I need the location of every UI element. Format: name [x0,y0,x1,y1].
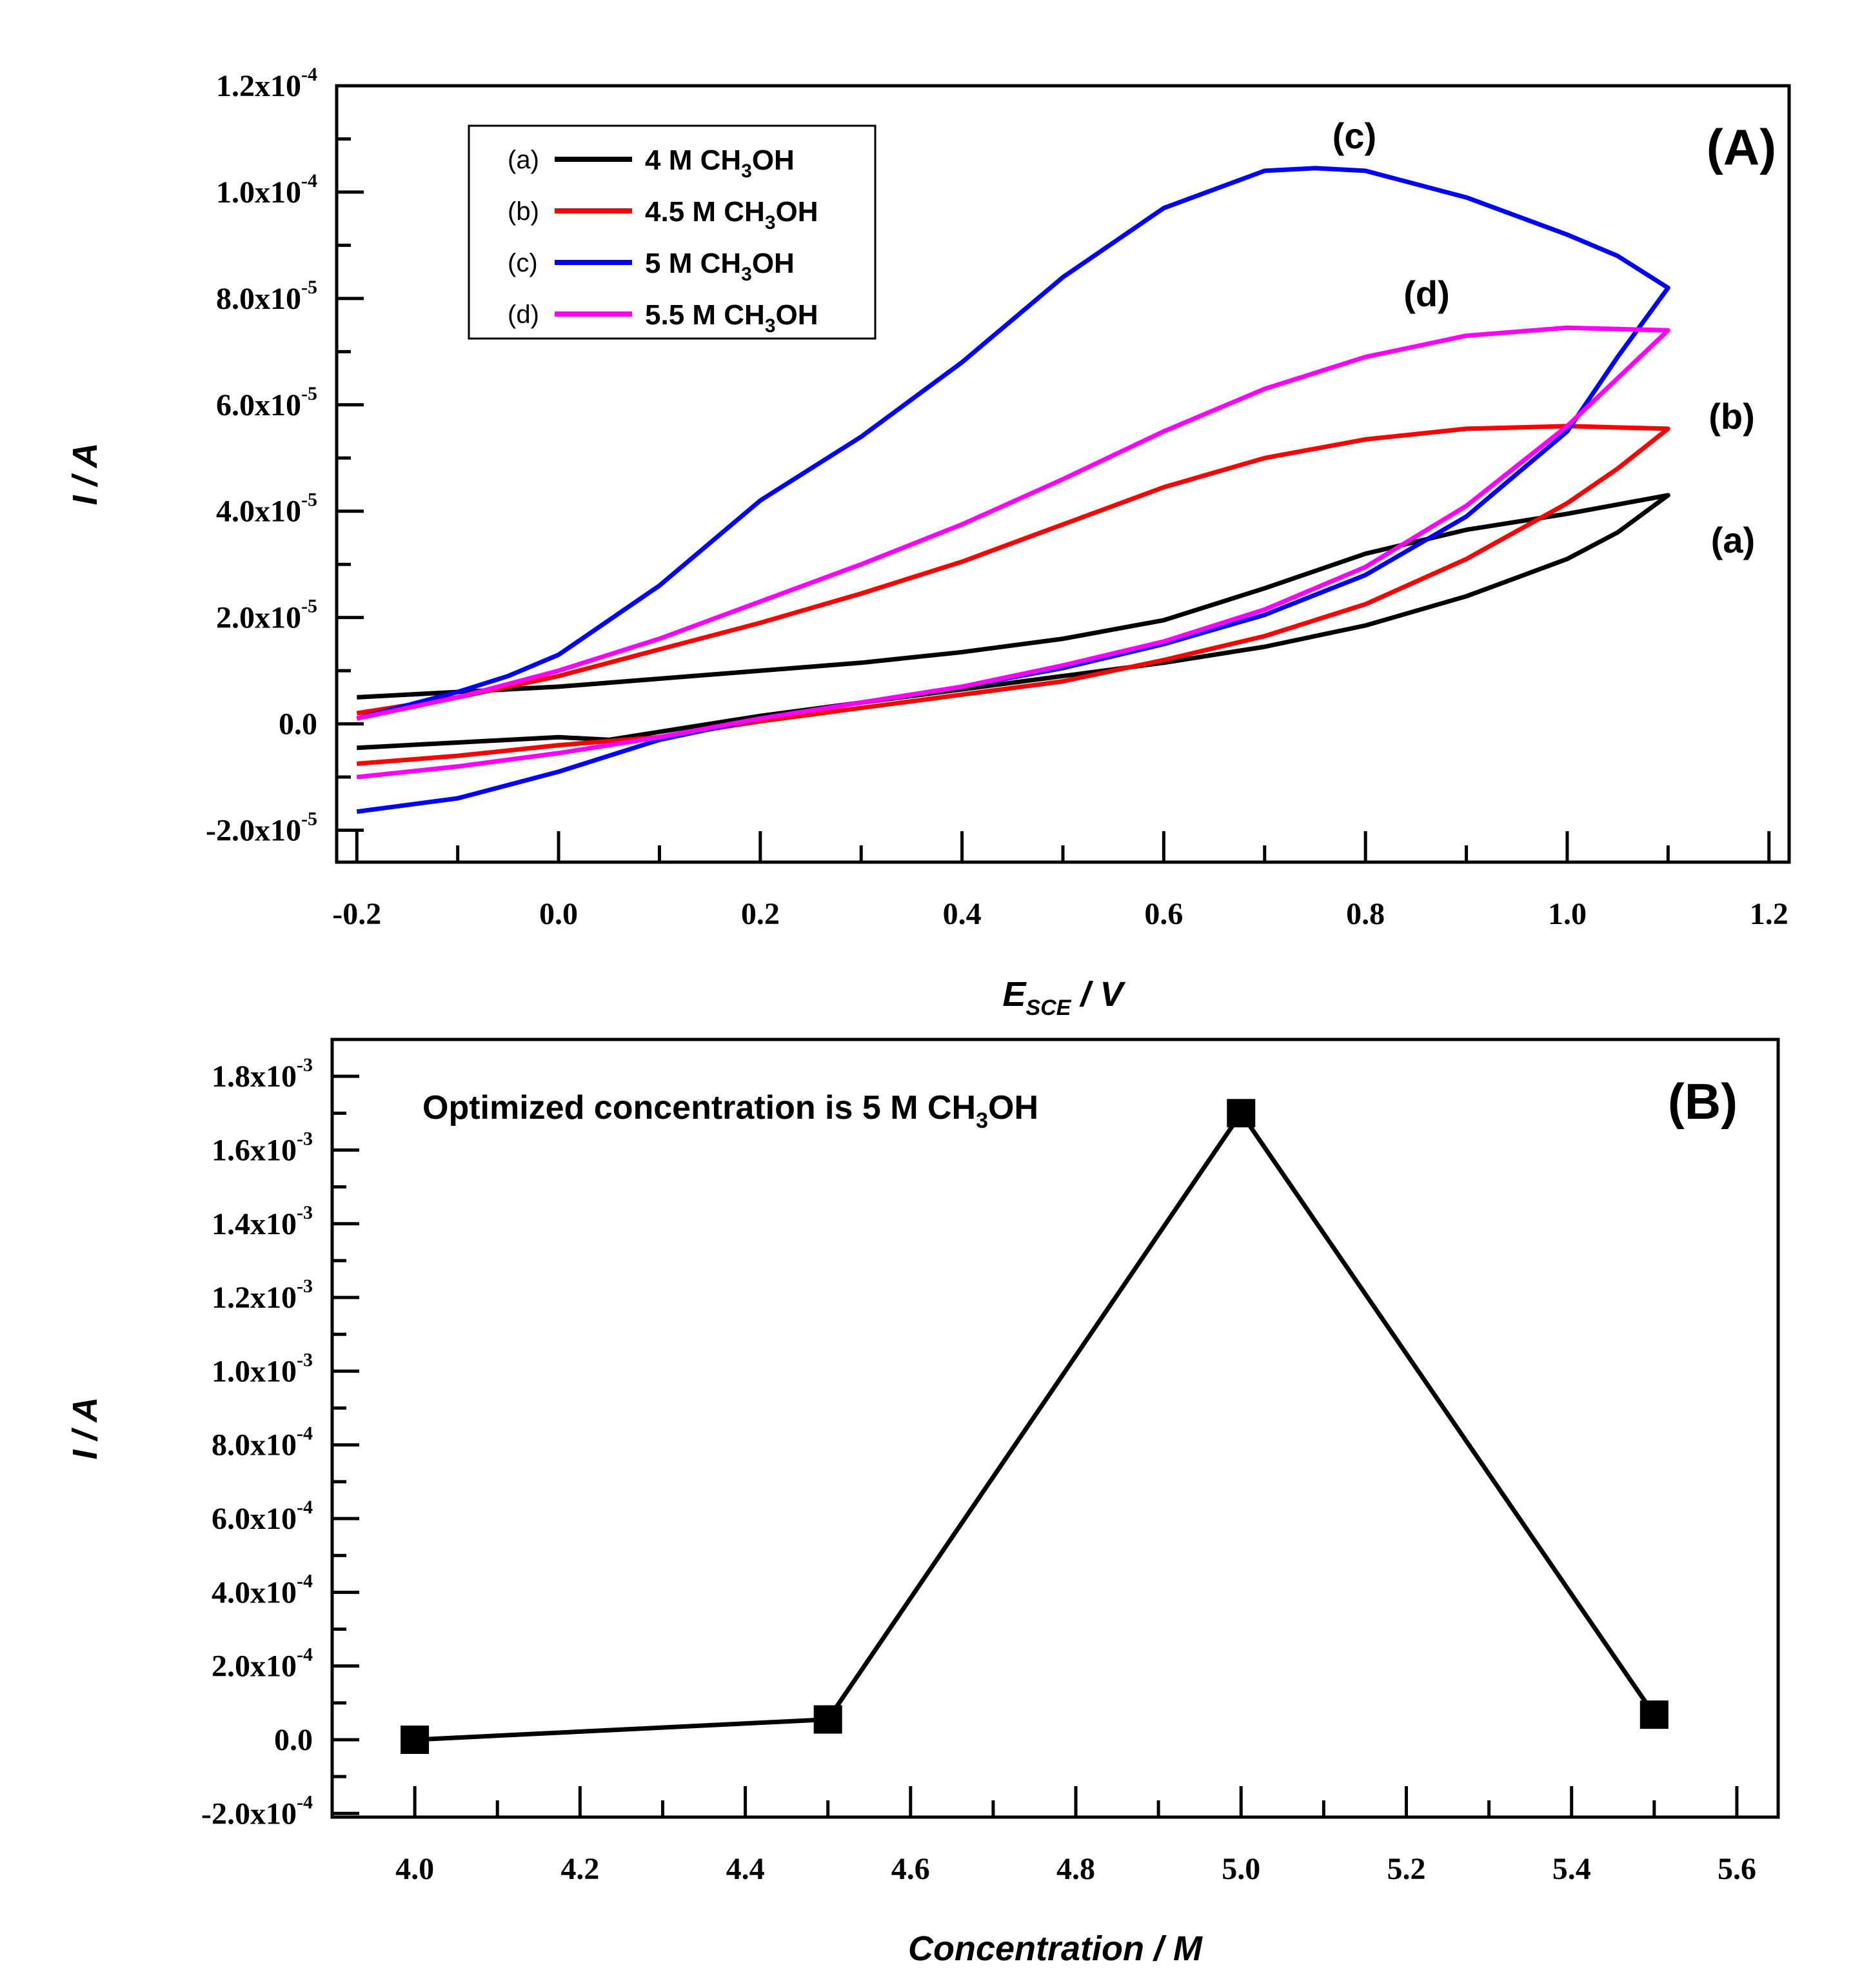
x-tick-label-a: 0.8 [1346,897,1385,931]
data-point-b [1227,1099,1256,1128]
curve-label-d: (d) [1403,273,1450,314]
cv-curve-b [356,424,1670,766]
annotation-b: Optimized concentration is 5 M CH3OH [422,1089,1038,1133]
legend-key-label: (c) [508,249,538,277]
cv-curve-a [357,493,1670,751]
y-tick-label-a: 0.0 [279,707,317,742]
y-tick-label-b: 6.0x10-4 [212,1497,313,1536]
x-tick-label-b: 5.0 [1222,1852,1260,1886]
panel-label-a: (A) [1707,119,1776,175]
y-tick-label-a: 1.2x10-4 [216,64,317,103]
y-tick-label-a: 8.0x10-5 [216,277,317,316]
x-tick-label-b: 5.2 [1387,1852,1425,1886]
y-tick-label-a: -2.0x10-5 [206,809,317,848]
x-tick-label-a: 1.2 [1750,897,1788,931]
x-tick-label-a: -0.2 [332,897,381,931]
legend-key-label: (a) [508,146,539,174]
legend-entry-text: 4 M CH3OH [645,144,795,182]
x-tick-label-b: 5.4 [1552,1852,1591,1886]
y-tick-label-b: 1.2x10-3 [212,1275,313,1315]
y-axis-title-b: I / A [66,1397,104,1459]
y-tick-label-b: 1.0x10-3 [212,1349,313,1388]
x-tick-label-b: 5.6 [1718,1852,1756,1886]
plot-frame-b [330,1038,1780,1819]
x-tick-label-b: 4.8 [1056,1852,1095,1886]
data-point-b [813,1705,842,1734]
panel-a-chart: -0.2 0.0 0.2 0.4 0.6 0.8 1.0 1.2 -2.0x10-5 0.0 2.0… [66,64,1791,1020]
legend-entry-text: 5.5 M CH3OH [645,299,818,337]
x-tick-label-a: 0.2 [741,897,780,931]
y-tick-label-b: 1.8x10-3 [212,1054,313,1094]
curve-label-c: (c) [1332,115,1376,156]
y-axis-title-a: I / A [66,442,104,505]
y-tick-label-a: 6.0x10-5 [216,383,317,422]
panel-label-b: (B) [1668,1073,1738,1130]
x-tick-label-a: 0.4 [943,897,982,931]
y-tick-label-b: 8.0x10-4 [212,1423,313,1462]
y-tick-label-a: 1.0x10-4 [216,170,317,210]
y-tick-label-b: 2.0x10-4 [212,1644,313,1684]
legend-entry-text: 5 M CH3OH [645,248,795,285]
y-tick-label-b: -2.0x10-4 [201,1791,313,1831]
x-tick-label-a: 0.6 [1144,897,1183,931]
y-tick-label-b: 4.0x10-4 [212,1570,313,1609]
data-point-b [1639,1700,1669,1729]
x-tick-label-b: 4.6 [891,1852,930,1886]
x-axis-title-a: ESCE / V [1003,975,1126,1020]
curve-label-b: (b) [1708,396,1755,437]
data-line-b [414,1109,1656,1742]
y-tick-label-a: 2.0x10-5 [216,596,317,635]
x-tick-label-a: 1.0 [1548,897,1587,931]
legend-entry-text: 4.5 M CH3OH [645,196,818,233]
panel-b-chart: 4.0 4.2 4.4 4.6 4.8 5.0 5.2 5.4 5.6 -2.0x10-4 0.0 2… [66,1038,1780,1968]
data-point-b [401,1725,430,1754]
legend-key-label: (b) [508,197,539,226]
y-tick-label-a: 4.0x10-5 [216,489,317,529]
legend-box [468,124,877,340]
x-tick-label-b: 4.4 [726,1852,765,1886]
y-tick-label-b: 1.6x10-3 [212,1128,313,1167]
legend-key-label: (d) [508,300,539,329]
cv-curve-d [356,325,1670,780]
x-tick-label-b: 4.2 [560,1852,599,1886]
x-axis-title-b: Concentration / M [908,1929,1203,1968]
legend-a: (a) 4 M CH3OH (b) 4.5 M CH3OH (c) 5 M CH3OH (d… [468,124,877,340]
y-tick-label-b: 0.0 [274,1723,313,1757]
x-tick-label-a: 0.0 [539,897,578,931]
x-tick-label-b: 4.0 [395,1852,434,1886]
y-tick-label-b: 1.4x10-3 [212,1202,313,1241]
curve-label-a: (a) [1711,520,1755,560]
